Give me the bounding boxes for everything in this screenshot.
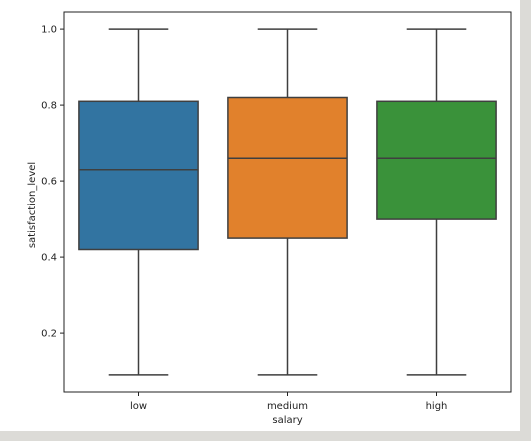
box-medium xyxy=(227,28,348,376)
x-tick-label: high xyxy=(426,401,448,412)
x-axis-label: salary xyxy=(272,415,302,426)
y-tick-label: 0.6 xyxy=(41,177,57,188)
y-tick-label: 0.4 xyxy=(41,253,57,264)
boxes-layer xyxy=(78,28,497,376)
box-high xyxy=(376,28,497,376)
x-ticks-layer: low medium high xyxy=(130,392,447,412)
y-tick-label: 0.8 xyxy=(41,101,57,112)
box-rect-low xyxy=(78,100,199,251)
x-tick-label: low xyxy=(130,401,147,412)
box-rect-medium xyxy=(227,96,348,239)
y-tick-label: 0.2 xyxy=(41,329,57,340)
box-rect-high xyxy=(376,100,497,220)
x-tick-label: medium xyxy=(267,401,308,412)
box-low xyxy=(78,28,199,376)
y-ticks-layer: 0.2 0.4 0.6 0.8 1.0 xyxy=(41,25,64,340)
y-axis-label: satisfaction_level xyxy=(27,162,38,248)
y-tick-label: 1.0 xyxy=(41,25,57,36)
